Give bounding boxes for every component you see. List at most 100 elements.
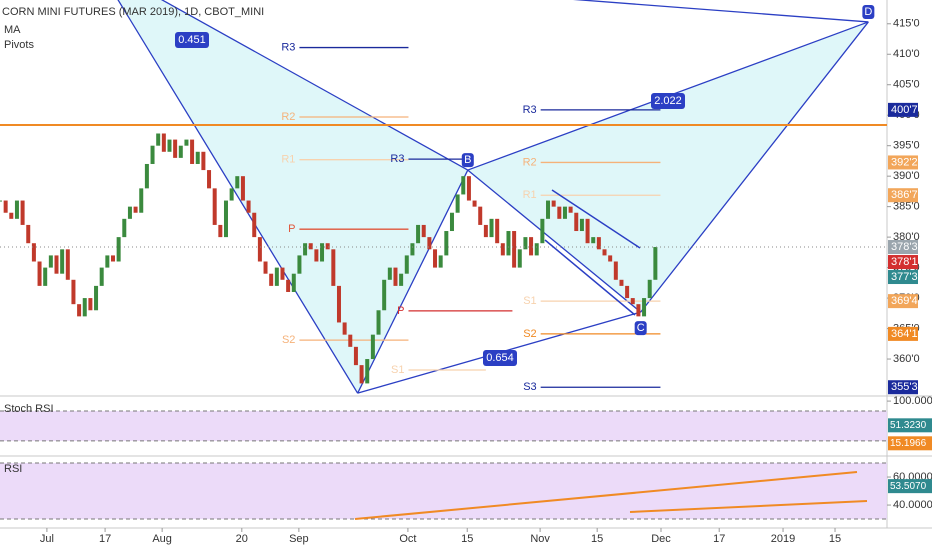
x-tick-label: 17	[99, 533, 111, 545]
x-tick-label: Sep	[289, 533, 309, 545]
candle	[517, 249, 522, 268]
candle	[246, 200, 251, 213]
candle	[173, 139, 178, 158]
value-badge	[888, 418, 932, 433]
candle	[562, 206, 567, 219]
x-tick-label: 20	[236, 533, 248, 545]
candle	[297, 255, 302, 274]
price-badge-label: 355'3	[891, 381, 918, 393]
candle	[647, 279, 652, 299]
candle	[116, 237, 121, 262]
pivot-label: R2	[523, 156, 537, 168]
candle	[286, 279, 291, 292]
candle	[495, 218, 500, 244]
candle	[280, 267, 285, 280]
candle	[551, 200, 556, 207]
candle	[466, 176, 471, 201]
value-badge-label: 15.1966	[890, 438, 927, 449]
x-tick-label: 17	[713, 533, 725, 545]
pivot-label: S1	[523, 295, 536, 307]
candle	[653, 247, 658, 280]
candle	[82, 298, 87, 317]
trend-line	[551, 189, 641, 249]
ratio-badge	[651, 93, 685, 109]
pivot-label: P	[288, 223, 295, 235]
candle	[393, 267, 398, 286]
candle	[444, 231, 449, 256]
pivot-label: R3	[281, 41, 295, 53]
pattern-fill	[467, 21, 869, 313]
candle	[240, 176, 245, 201]
candle	[433, 249, 438, 268]
x-tick-label: Dec	[651, 533, 671, 545]
label-layer: B C D 0.451 0.654 2.022 400'7 392'2 386'7 378'3 37…	[4, 4, 932, 494]
pattern-point-label: B	[464, 154, 471, 166]
y-tick-label: 415'0	[893, 18, 920, 30]
price-badge-label: 364'1	[891, 328, 918, 340]
candle	[382, 279, 387, 311]
candle	[410, 243, 415, 256]
pattern-leg	[572, 0, 869, 23]
candle	[48, 255, 53, 268]
candle	[212, 188, 217, 225]
candle	[156, 133, 161, 146]
candle	[331, 249, 336, 286]
candle	[630, 298, 635, 305]
candle	[336, 285, 341, 323]
y-tick-label: 100.0000	[893, 395, 932, 407]
price-badge-label: 386'7	[891, 189, 918, 201]
y-tick-label: 40.0000	[893, 499, 932, 511]
candle	[37, 261, 42, 286]
pivot-label: R1	[281, 154, 295, 166]
candle	[167, 139, 172, 152]
candle	[342, 322, 347, 335]
candle	[139, 188, 144, 213]
candle	[54, 255, 59, 274]
x-tick-label: 15	[591, 533, 603, 545]
candle	[404, 255, 409, 274]
candle	[472, 200, 477, 207]
candle	[274, 267, 279, 286]
candle	[438, 255, 443, 268]
candle	[568, 206, 573, 213]
candle	[229, 188, 234, 201]
candle	[88, 298, 93, 311]
candle	[320, 243, 325, 262]
candle	[500, 243, 505, 256]
indicator-label: MA	[4, 24, 21, 36]
value-badge	[888, 436, 932, 451]
pattern-leg	[467, 169, 642, 313]
candle	[9, 212, 14, 219]
candle	[619, 279, 624, 286]
candle	[608, 255, 613, 262]
candle	[596, 237, 601, 250]
pattern-point-label: D	[864, 6, 872, 18]
oscillator-band	[0, 411, 887, 441]
y-tick-label: 395'0	[893, 140, 920, 152]
candle	[574, 212, 579, 232]
price-badge-label: 400'7	[891, 104, 918, 116]
x-tick-label: 15	[829, 533, 841, 545]
candle	[257, 237, 262, 262]
pattern-point-badge	[634, 321, 647, 336]
candle	[110, 255, 115, 262]
price-badge-label: 378'1	[891, 256, 918, 268]
oscillator-name: Stoch RSI	[4, 403, 54, 415]
candle	[529, 237, 534, 256]
main-layer: R3 R2 R1 P S2 R3 P S1 R3 R2 R1 S1 S2 S3	[0, 0, 887, 394]
pivot-label: P	[397, 305, 404, 317]
candle	[325, 243, 330, 250]
candle	[489, 218, 494, 238]
price-badge	[888, 255, 918, 270]
pivot-label: S2	[523, 328, 536, 340]
candle	[201, 151, 206, 171]
candle	[636, 304, 641, 317]
candle	[77, 304, 82, 317]
x-tick-label: Nov	[530, 533, 550, 545]
candle	[195, 151, 200, 164]
ratio-badge	[175, 32, 209, 48]
candle	[105, 255, 110, 268]
candle	[263, 261, 268, 274]
price-badge	[888, 326, 918, 341]
candle	[370, 334, 375, 360]
